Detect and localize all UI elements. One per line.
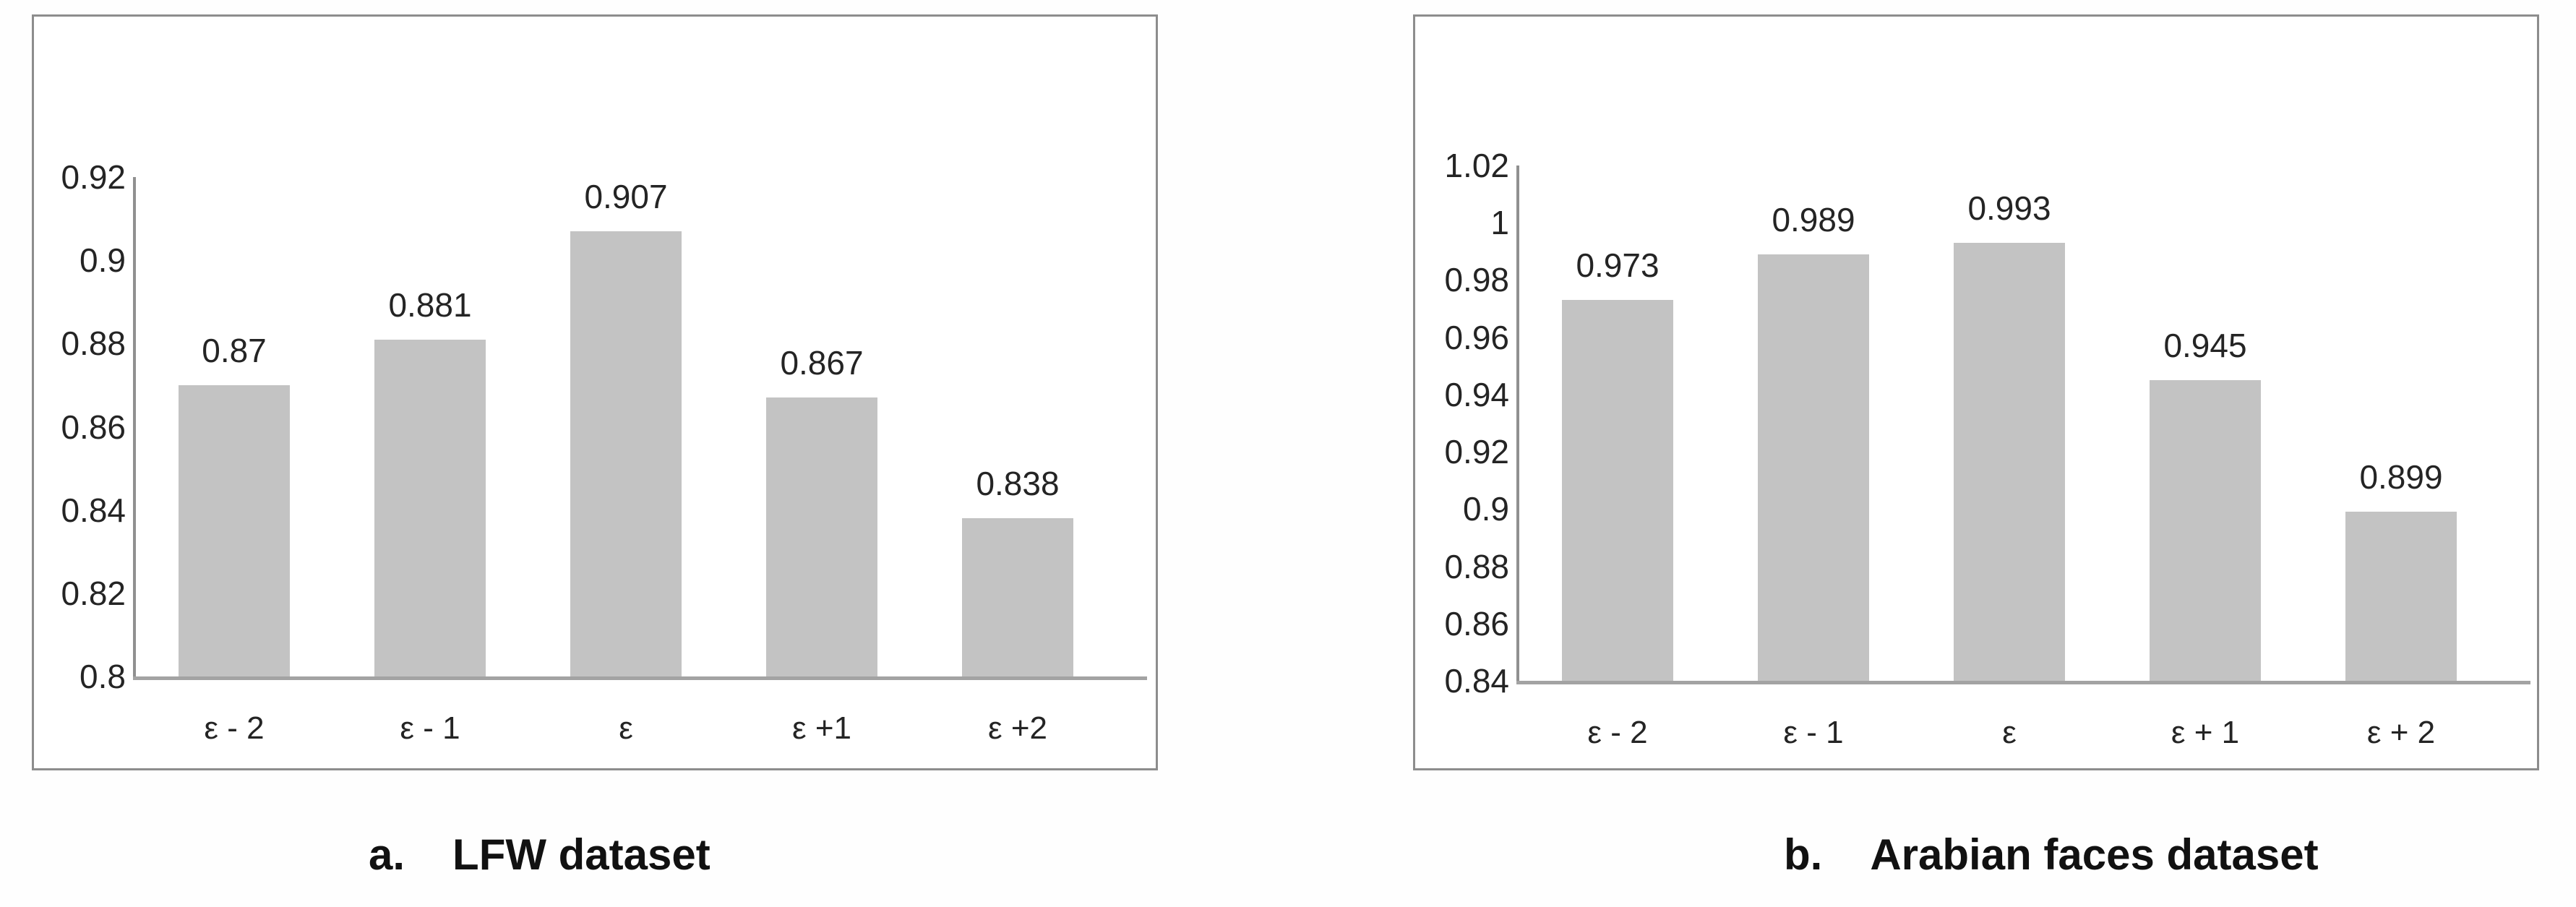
caption-a-text: LFW dataset bbox=[452, 830, 710, 879]
y-tick-label: 0.82 bbox=[61, 575, 126, 612]
bar-value-label: 0.907 bbox=[584, 178, 668, 215]
x-axis-line bbox=[1516, 681, 2530, 684]
y-axis-line bbox=[133, 177, 136, 679]
bar bbox=[374, 340, 486, 676]
y-tick-label: 0.84 bbox=[61, 491, 126, 529]
y-tick-label: 0.96 bbox=[1444, 319, 1509, 356]
bar-value-label: 0.881 bbox=[388, 286, 472, 324]
x-category-label: ε bbox=[2002, 715, 2017, 750]
y-tick-label: 1 bbox=[1490, 204, 1509, 241]
y-tick-label: 0.88 bbox=[1444, 548, 1509, 585]
bar bbox=[179, 385, 290, 676]
bar bbox=[1562, 300, 1673, 681]
x-category-label: ε +2 bbox=[987, 710, 1047, 746]
y-tick-label: 0.86 bbox=[61, 408, 126, 446]
y-tick-label: 0.98 bbox=[1444, 261, 1509, 298]
y-tick-label: 0.9 bbox=[1463, 490, 1509, 528]
y-tick-label: 0.86 bbox=[1444, 605, 1509, 642]
x-category-label: ε - 1 bbox=[400, 710, 460, 746]
bar-chart-arabian-faces: 0.973 0.989 0.993 0.945 0.899 0.84 0.86 0.88 0.9… bbox=[1415, 17, 2537, 768]
caption-b-text: Arabian faces dataset bbox=[1870, 830, 2319, 879]
x-category-label: ε + 1 bbox=[2171, 715, 2240, 750]
y-tick-label: 0.92 bbox=[1444, 433, 1509, 470]
bar-value-label: 0.973 bbox=[1576, 246, 1660, 284]
y-tick-label: 0.8 bbox=[80, 658, 126, 695]
bar bbox=[766, 397, 877, 676]
bar-value-label: 0.989 bbox=[1772, 201, 1855, 238]
bar bbox=[2345, 512, 2457, 681]
bar-value-label: 0.87 bbox=[202, 332, 267, 369]
bar-value-label: 0.838 bbox=[976, 465, 1060, 502]
y-tick-label: 0.94 bbox=[1444, 376, 1509, 413]
bar-value-label: 0.867 bbox=[780, 344, 864, 382]
x-category-label: ε + 2 bbox=[2366, 715, 2436, 750]
chart-panel-b: 0.973 0.989 0.993 0.945 0.899 0.84 0.86 0.88 0.9… bbox=[1413, 14, 2539, 770]
y-tick-label: 1.02 bbox=[1444, 147, 1509, 184]
bar bbox=[962, 518, 1073, 676]
bar-value-label: 0.899 bbox=[2359, 458, 2443, 496]
caption-arabian-faces-dataset: b. Arabian faces dataset bbox=[1784, 830, 2319, 880]
y-tick-label: 0.88 bbox=[61, 324, 126, 362]
y-tick-label: 0.9 bbox=[80, 241, 126, 279]
caption-lfw-dataset: a. LFW dataset bbox=[369, 830, 710, 880]
y-tick-label: 0.92 bbox=[61, 158, 126, 196]
x-category-label: ε +1 bbox=[791, 710, 851, 746]
chart-panel-a: 0.87 0.881 0.907 0.867 0.838 0.8 0.82 0.84 0.86 0… bbox=[32, 14, 1158, 770]
y-tick-label: 0.84 bbox=[1444, 662, 1509, 700]
bar bbox=[1954, 243, 2065, 681]
x-category-label: ε - 1 bbox=[1783, 715, 1844, 750]
x-category-label: ε - 2 bbox=[204, 710, 265, 746]
bar bbox=[2150, 380, 2261, 681]
bar bbox=[1758, 254, 1869, 681]
caption-b-letter: b. bbox=[1784, 830, 1823, 879]
bar bbox=[570, 231, 682, 676]
x-category-label: ε - 2 bbox=[1587, 715, 1648, 750]
bar-chart-lfw: 0.87 0.881 0.907 0.867 0.838 0.8 0.82 0.84 0.86 0… bbox=[34, 17, 1156, 768]
x-category-label: ε bbox=[619, 710, 633, 746]
bar-value-label: 0.945 bbox=[2163, 327, 2247, 364]
y-axis-line bbox=[1516, 166, 1519, 683]
bar-value-label: 0.993 bbox=[1967, 189, 2051, 227]
caption-a-letter: a. bbox=[369, 830, 405, 879]
x-axis-line bbox=[133, 676, 1147, 680]
